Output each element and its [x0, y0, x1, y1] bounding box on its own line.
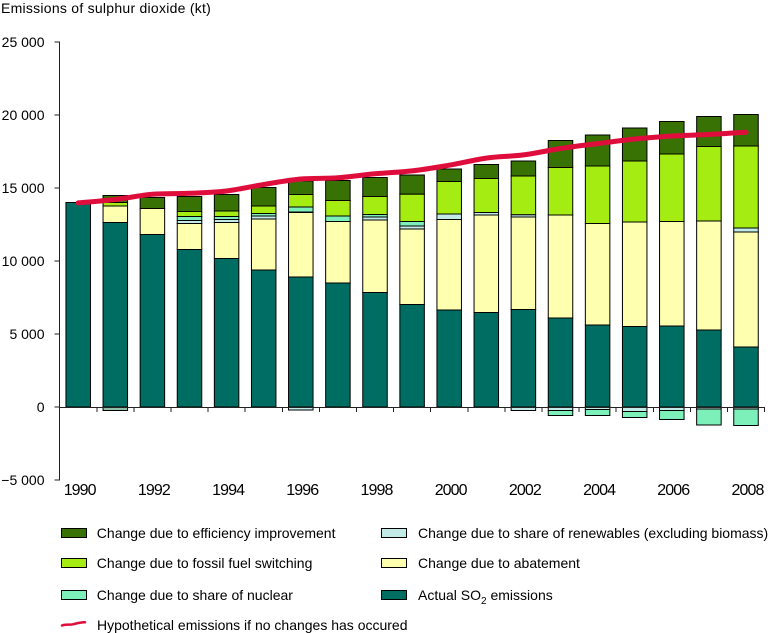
- svg-text:1992: 1992: [138, 482, 171, 499]
- svg-text:15 000: 15 000: [2, 180, 45, 196]
- svg-text:1998: 1998: [361, 482, 394, 499]
- svg-text:2002: 2002: [509, 482, 542, 499]
- svg-text:−5 000: −5 000: [1, 472, 44, 488]
- svg-text:2004: 2004: [583, 482, 616, 499]
- svg-text:25 000: 25 000: [2, 34, 45, 50]
- svg-text:0: 0: [37, 399, 45, 415]
- svg-text:10 000: 10 000: [2, 253, 45, 269]
- svg-text:5 000: 5 000: [9, 326, 44, 342]
- svg-text:2008: 2008: [732, 482, 765, 499]
- svg-text:20 000: 20 000: [2, 107, 45, 123]
- svg-text:1996: 1996: [286, 482, 319, 499]
- svg-text:2000: 2000: [435, 482, 468, 499]
- svg-text:1994: 1994: [212, 482, 245, 499]
- svg-text:1990: 1990: [64, 482, 97, 499]
- svg-text:2006: 2006: [657, 482, 690, 499]
